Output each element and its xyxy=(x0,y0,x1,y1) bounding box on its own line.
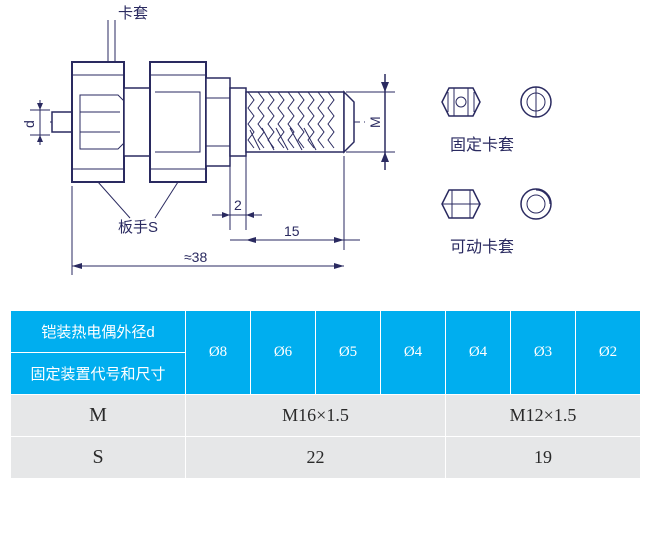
fixed-ferrule-nut xyxy=(442,88,480,116)
col-d5: Ø5 xyxy=(316,311,381,395)
dim-2: 2 xyxy=(234,197,242,213)
label-movable-ferrule: 可动卡套 xyxy=(450,238,514,256)
movable-ferrule-nut xyxy=(442,190,480,218)
table-header-row: 铠装热电偶外径d Ø8 Ø6 Ø5 Ø4 Ø4 Ø3 Ø2 xyxy=(11,311,641,353)
drawing-svg: 卡套 d xyxy=(0,0,650,295)
hdr-fixture-code: 固定装置代号和尺寸 xyxy=(11,353,186,395)
fixed-ferrule-ring xyxy=(521,87,551,117)
col-d4a: Ø4 xyxy=(381,311,446,395)
callout-ferrule: 卡套 xyxy=(118,5,148,22)
engineering-drawing: 卡套 d xyxy=(0,0,650,295)
dim-m: M xyxy=(367,116,383,128)
dimension-table: 铠装热电偶外径d Ø8 Ø6 Ø5 Ø4 Ø4 Ø3 Ø2 固定装置代号和尺寸 … xyxy=(10,310,640,479)
row-m-val1: M16×1.5 xyxy=(186,395,446,437)
row-m-val2: M12×1.5 xyxy=(446,395,641,437)
dim-d: d xyxy=(21,120,37,128)
movable-ferrule-ring xyxy=(521,189,551,219)
callout-wrench: 板手S xyxy=(118,218,158,236)
row-s-val1: 22 xyxy=(186,437,446,479)
row-m-label: M xyxy=(11,395,186,437)
col-d6: Ø6 xyxy=(251,311,316,395)
col-d2: Ø2 xyxy=(576,311,641,395)
col-d8: Ø8 xyxy=(186,311,251,395)
dim-38: ≈38 xyxy=(184,249,207,265)
col-d4b: Ø4 xyxy=(446,311,511,395)
table-row: S 22 19 xyxy=(11,437,641,479)
row-s-val2: 19 xyxy=(446,437,641,479)
row-s-label: S xyxy=(11,437,186,479)
label-fixed-ferrule: 固定卡套 xyxy=(450,136,514,154)
col-d3: Ø3 xyxy=(511,311,576,395)
spec-table: 铠装热电偶外径d Ø8 Ø6 Ø5 Ø4 Ø4 Ø3 Ø2 固定装置代号和尺寸 … xyxy=(10,310,641,479)
hdr-outer-diameter: 铠装热电偶外径d xyxy=(11,311,186,353)
table-row: M M16×1.5 M12×1.5 xyxy=(11,395,641,437)
dim-15: 15 xyxy=(284,223,300,239)
